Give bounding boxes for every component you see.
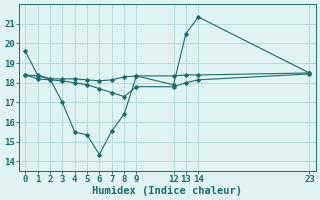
X-axis label: Humidex (Indice chaleur): Humidex (Indice chaleur): [92, 186, 242, 196]
